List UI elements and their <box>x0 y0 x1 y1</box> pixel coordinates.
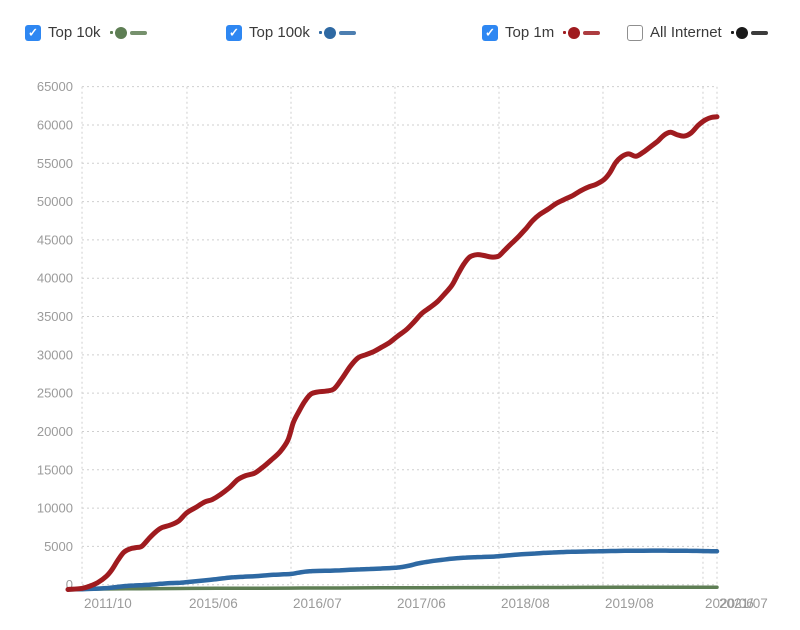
gridlines <box>81 86 718 586</box>
series-marker-icon <box>563 26 601 39</box>
x-axis-label: 2017/06 <box>397 596 446 611</box>
legend-item-top-1m[interactable]: ✓ Top 1m <box>482 24 601 41</box>
marker-bar <box>583 30 601 35</box>
marker-bar <box>750 30 768 35</box>
checkbox-top-1m[interactable]: ✓ <box>482 24 498 41</box>
y-axis-label: 15000 <box>37 462 73 477</box>
y-axis-label: 20000 <box>37 424 73 439</box>
checkbox-all-internet[interactable] <box>627 24 643 41</box>
checkbox-top-100k[interactable]: ✓ <box>226 24 242 41</box>
series-line-top-1m <box>65 114 720 592</box>
x-axis-label: 2020/06 <box>705 596 754 611</box>
legend-item-top-10k[interactable]: ✓ Top 10k <box>25 24 147 41</box>
x-axis-label: 2015/06 <box>189 596 238 611</box>
y-axis-label: 55000 <box>37 156 73 171</box>
marker-dot <box>318 31 322 34</box>
y-axis-label: 5000 <box>44 539 73 554</box>
x-axis-label: 2018/08 <box>501 596 550 611</box>
legend-label: Top 10k <box>48 24 101 41</box>
legend-item-all-internet[interactable]: All Internet <box>627 24 768 41</box>
legend-label: All Internet <box>650 24 722 41</box>
y-axis-label: 10000 <box>37 501 73 516</box>
x-axis-label: 2019/08 <box>605 596 654 611</box>
x-axis-label: 2011/10 <box>84 596 132 611</box>
y-axis-label: 65000 <box>37 79 73 94</box>
marker-circle <box>323 26 336 39</box>
marker-circle <box>114 26 127 39</box>
y-axis-label: 35000 <box>37 309 73 324</box>
y-axis-label: 50000 <box>37 194 73 209</box>
y-axis-label: 60000 <box>37 117 73 132</box>
y-axis-label: 0 <box>66 577 73 592</box>
marker-dot <box>563 31 567 34</box>
x-axis-label: 2016/07 <box>293 596 342 611</box>
marker-bar <box>338 30 356 35</box>
checkmark-icon: ✓ <box>27 25 39 39</box>
y-axis-labels: 0 5000 10000 15000 20000 25000 30000 35000 40000… <box>37 79 73 592</box>
marker-dot <box>109 31 113 34</box>
legend: ✓ Top 10k ✓ Top 100k ✓ Top 1m <box>0 0 800 52</box>
y-axis-label: 30000 <box>37 347 73 362</box>
y-axis-label: 25000 <box>37 386 73 401</box>
checkmark-icon: ✓ <box>228 25 240 39</box>
series-lines <box>65 114 720 592</box>
series-marker-icon <box>730 26 768 39</box>
x-axis-labels: 2011/10 2015/06 2016/07 2017/06 2018/08 2019/… <box>84 596 768 611</box>
marker-bar <box>129 30 147 35</box>
legend-label: Top 1m <box>505 24 555 41</box>
y-axis-label: 45000 <box>37 232 73 247</box>
checkbox-top-10k[interactable]: ✓ <box>25 24 41 41</box>
marker-circle <box>735 26 748 39</box>
x-axis-label: 2021/07 <box>719 596 768 611</box>
y-axis-label: 40000 <box>37 271 73 286</box>
series-line-top-10k <box>66 585 719 592</box>
series-marker-icon <box>318 26 356 39</box>
marker-circle <box>568 26 581 39</box>
checkmark-icon: ✓ <box>484 25 496 39</box>
marker-dot <box>730 31 734 34</box>
series-marker-icon <box>109 26 147 39</box>
legend-label: Top 100k <box>249 24 310 41</box>
legend-item-top-100k[interactable]: ✓ Top 100k <box>226 24 356 41</box>
series-line-top-100k <box>65 548 720 592</box>
